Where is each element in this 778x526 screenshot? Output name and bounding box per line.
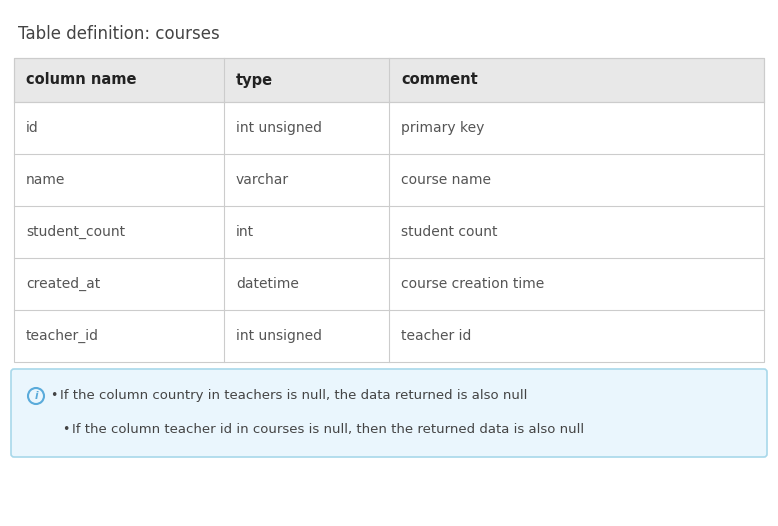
Text: Table definition: courses: Table definition: courses [18, 25, 219, 43]
Text: int unsigned: int unsigned [236, 121, 322, 135]
Bar [14, 310, 764, 362]
FancyBboxPatch shape [11, 369, 767, 457]
Text: created_at: created_at [26, 277, 100, 291]
Text: course name: course name [401, 173, 491, 187]
Bar [14, 58, 764, 102]
Bar [14, 58, 764, 362]
Bar [14, 154, 764, 206]
Bar [14, 206, 764, 258]
Text: int: int [236, 225, 254, 239]
Text: •: • [50, 389, 58, 402]
Text: type: type [236, 73, 273, 87]
Text: teacher_id: teacher_id [26, 329, 99, 343]
Text: i: i [34, 391, 38, 401]
Text: primary key: primary key [401, 121, 485, 135]
Text: column name: column name [26, 73, 136, 87]
Text: •: • [62, 423, 69, 437]
Bar [14, 258, 764, 310]
Text: name: name [26, 173, 65, 187]
Text: datetime: datetime [236, 277, 299, 291]
Text: varchar: varchar [236, 173, 289, 187]
Bar [14, 102, 764, 154]
Text: student_count: student_count [26, 225, 125, 239]
Text: student count: student count [401, 225, 497, 239]
Text: If the column country in teachers is null, the data returned is also null: If the column country in teachers is nul… [60, 389, 527, 402]
Text: id: id [26, 121, 39, 135]
Text: int unsigned: int unsigned [236, 329, 322, 343]
Text: If the column teacher id in courses is null, then the returned data is also null: If the column teacher id in courses is n… [72, 423, 584, 437]
Text: course creation time: course creation time [401, 277, 545, 291]
Text: teacher id: teacher id [401, 329, 471, 343]
Text: comment: comment [401, 73, 478, 87]
